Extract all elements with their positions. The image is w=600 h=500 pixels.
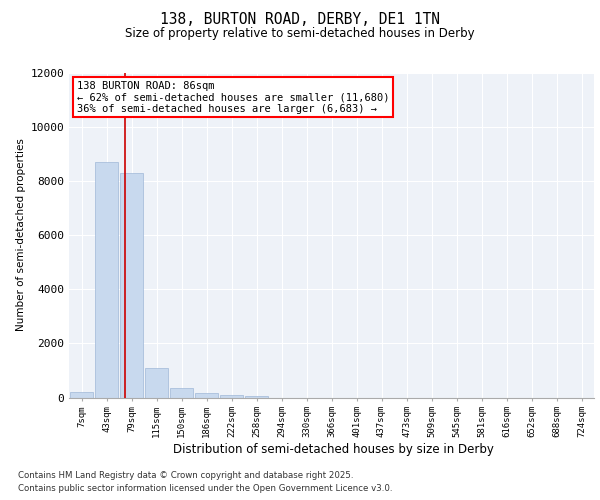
- Bar: [145, 368, 168, 398]
- Bar: [245, 396, 268, 398]
- Bar: [95, 162, 118, 398]
- Text: Size of property relative to semi-detached houses in Derby: Size of property relative to semi-detach…: [125, 28, 475, 40]
- Bar: [195, 394, 218, 398]
- Text: 138 BURTON ROAD: 86sqm
← 62% of semi-detached houses are smaller (11,680)
36% of: 138 BURTON ROAD: 86sqm ← 62% of semi-det…: [77, 80, 389, 114]
- Text: 138, BURTON ROAD, DERBY, DE1 1TN: 138, BURTON ROAD, DERBY, DE1 1TN: [160, 12, 440, 28]
- Bar: [70, 392, 93, 398]
- Bar: [220, 395, 243, 398]
- Text: Contains public sector information licensed under the Open Government Licence v3: Contains public sector information licen…: [18, 484, 392, 493]
- Y-axis label: Number of semi-detached properties: Number of semi-detached properties: [16, 138, 26, 332]
- Text: Contains HM Land Registry data © Crown copyright and database right 2025.: Contains HM Land Registry data © Crown c…: [18, 470, 353, 480]
- Text: Distribution of semi-detached houses by size in Derby: Distribution of semi-detached houses by …: [173, 442, 493, 456]
- Bar: [120, 172, 143, 398]
- Bar: [170, 388, 193, 398]
